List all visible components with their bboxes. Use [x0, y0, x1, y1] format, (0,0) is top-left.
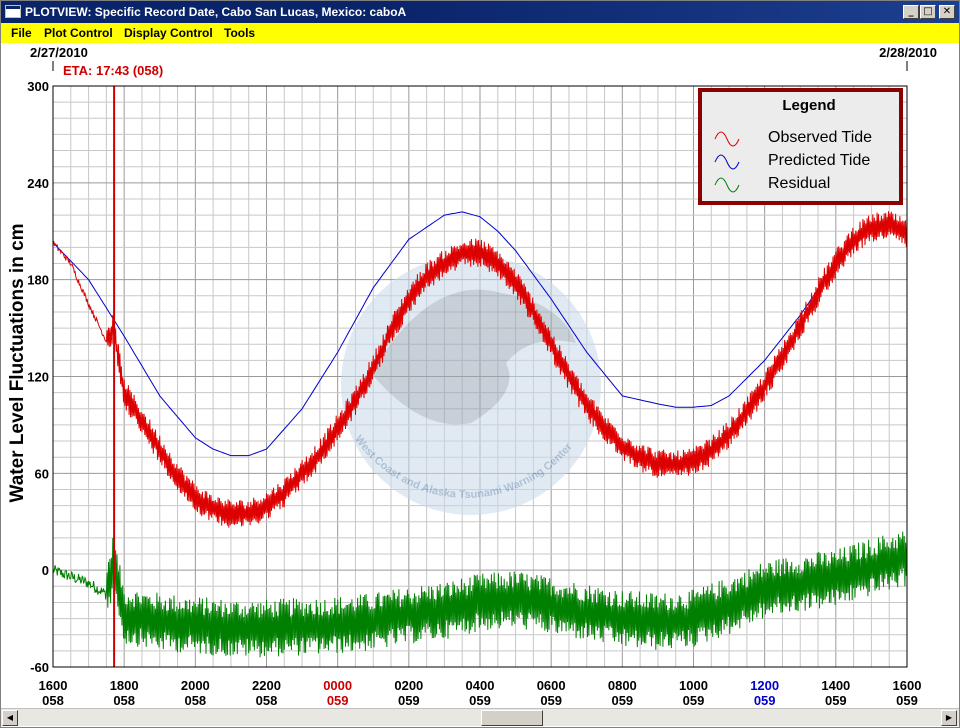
x-tick-time: 0400 [466, 678, 495, 693]
legend-box[interactable]: Legend Observed Tide Predicted Tide Resi… [698, 88, 903, 205]
x-tick-day: 059 [683, 693, 705, 707]
start-date-label: 2/27/2010 [30, 45, 88, 60]
legend-swatch-residual [714, 177, 740, 193]
eta-label: ETA: 17:43 (058) [63, 63, 163, 78]
series-line-observed-tide [52, 211, 908, 528]
x-tick-day: 059 [469, 693, 491, 707]
legend-swatch-observed [714, 131, 740, 147]
horizontal-scrollbar[interactable]: ◀ ▶ [1, 708, 959, 726]
scroll-thumb[interactable] [481, 710, 543, 726]
x-tick-time: 1400 [821, 678, 850, 693]
legend-frame [698, 88, 903, 205]
x-tick-day: 058 [256, 693, 278, 707]
y-axis: -60 0 60 120 180 240 300 [27, 79, 49, 675]
y-tick-label: 180 [27, 273, 49, 288]
x-tick-time: 2200 [252, 678, 281, 693]
x-tick-time: 1200 [750, 678, 779, 693]
x-tick-day: 058 [42, 693, 64, 707]
menu-plot-control[interactable]: Plot Control [44, 26, 113, 40]
x-tick-time: 0200 [394, 678, 423, 693]
x-tick-time: 1600 [893, 678, 922, 693]
end-date-label: 2/28/2010 [879, 45, 937, 60]
app-window-icon[interactable] [5, 5, 21, 18]
x-tick-time: 1800 [110, 678, 139, 693]
y-tick-label: 240 [27, 176, 49, 191]
maximize-button[interactable]: □ [920, 5, 936, 19]
window-title: PLOTVIEW: Specific Record Date, Cabo San… [25, 5, 407, 19]
scroll-right-button[interactable]: ▶ [941, 710, 957, 726]
x-tick-day: 058 [113, 693, 135, 707]
y-tick-label: 300 [27, 79, 49, 94]
x-tick-time: 0800 [608, 678, 637, 693]
x-tick-day: 059 [896, 693, 918, 707]
tide-chart[interactable]: West Coast and Alaska Tsunami Warning Ce… [1, 43, 959, 707]
x-tick-day: 059 [540, 693, 562, 707]
menu-file[interactable]: File [11, 26, 32, 40]
x-tick-time: 1600 [39, 678, 68, 693]
legend-label-observed: Observed Tide [768, 129, 872, 146]
menu-tools[interactable]: Tools [224, 26, 256, 40]
minimize-button[interactable]: _ [903, 5, 919, 19]
y-axis-label: Water Level Fluctuations in cm [7, 223, 28, 502]
x-tick-day: 058 [184, 693, 206, 707]
series-line-residual [52, 531, 908, 658]
scroll-left-button[interactable]: ◀ [2, 710, 18, 726]
legend-label-residual: Residual [768, 175, 830, 192]
plot-area: West Coast and Alaska Tsunami Warning Ce… [1, 43, 959, 707]
series-layer [52, 211, 908, 658]
y-tick-label: 120 [27, 370, 49, 385]
menu-display-control[interactable]: Display Control [124, 26, 213, 40]
legend-title: Legend [782, 97, 835, 114]
x-tick-day: 059 [611, 693, 633, 707]
legend-label-predicted: Predicted Tide [768, 152, 870, 169]
x-tick-time: 2000 [181, 678, 210, 693]
x-tick-time: 0000 [323, 678, 352, 693]
plot-frame [52, 85, 908, 668]
legend-swatch-predicted [714, 154, 740, 170]
y-tick-label: 0 [42, 563, 49, 578]
x-tick-day: 059 [327, 693, 349, 707]
x-tick-time: 1000 [679, 678, 708, 693]
menu-bar: File Plot Control Display Control Tools [1, 23, 959, 43]
noaa-watermark: West Coast and Alaska Tsunami Warning Ce… [341, 255, 601, 515]
y-tick-label: -60 [30, 660, 49, 675]
x-tick-day: 059 [825, 693, 847, 707]
series-line-predicted-tide [52, 211, 908, 457]
title-bar[interactable]: PLOTVIEW: Specific Record Date, Cabo San… [1, 1, 959, 23]
x-tick-day: 059 [398, 693, 420, 707]
close-button[interactable]: ✕ [939, 5, 955, 19]
x-axis: 1600058180005820000582200058000005902000… [39, 678, 922, 707]
x-tick-day: 059 [754, 693, 776, 707]
y-tick-label: 60 [35, 466, 49, 481]
x-tick-time: 0600 [537, 678, 566, 693]
watermark-gull [371, 289, 576, 425]
